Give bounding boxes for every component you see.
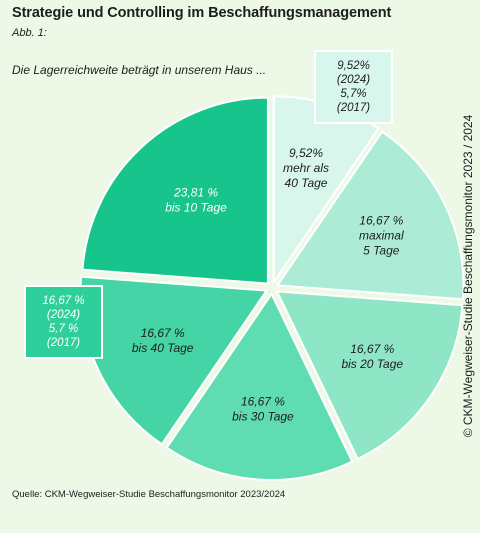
slice-label-bis-40-tage-value: 16,67 % [141,326,185,340]
pie-slice-bis-10-tage [81,96,269,285]
slice-label-maximal-5-tage-category: 5 Tage [363,243,400,257]
slice-label-maximal-5-tage-category: maximal [359,228,404,242]
source-note: Quelle: CKM-Wegweiser-Studie Beschaffung… [12,489,286,500]
callout-year-2017: (2017) [336,102,371,114]
callout-value-2024: 16,67 % [42,295,85,307]
slice-label-bis-30-tage-value: 16,67 % [241,394,285,408]
callout-bis-40-tage: 16,67 % (2024) 5,7 % (2017) [24,285,103,359]
slice-label-bis-20-tage-category: bis 20 Tage [341,357,403,371]
callout-year-2024: (2024) [336,74,371,86]
chart-question: Die Lagerreichweite beträgt in unserem H… [12,63,267,77]
slice-label-maximal-5-tage-value: 16,67 % [359,213,403,227]
pie-slice-bis-20-tage [275,290,464,461]
chart-title: Strategie und Controlling im Beschaffung… [12,5,392,21]
slice-label-mehr-als-40-tage-category: 40 Tage [285,176,328,190]
slice-label-bis-20-tage-value: 16,67 % [350,342,394,356]
callout-value-2024: 9,52% [337,60,370,72]
pie-slice-maximal-5-tage [275,130,465,301]
copyright-note: © CKM-Wegweiser-Studie Beschaffungsmonit… [461,114,475,438]
callout-value-2017: 5,7 % [48,323,79,335]
slice-label-bis-40-tage-category: bis 40 Tage [132,341,194,355]
callout-value-2017: 5,7% [340,88,367,100]
slice-label-bis-10-tage-category: bis 10 Tage [165,201,227,215]
callout-year-2017: (2017) [46,337,81,349]
slice-label-mehr-als-40-tage-value: 9,52% [289,146,323,160]
slice-label-bis-10-tage-value: 23,81 % [173,186,218,200]
slice-label-bis-30-tage-category: bis 30 Tage [232,409,294,423]
callout-year-2024: (2024) [46,309,81,321]
figure-label: Abb. 1: [12,27,47,39]
callout-mehr-als-40-tage: 9,52% (2024) 5,7% (2017) [314,50,393,124]
slice-label-mehr-als-40-tage-category: mehr als [283,161,329,175]
pie-slice-bis-30-tage [165,291,354,481]
